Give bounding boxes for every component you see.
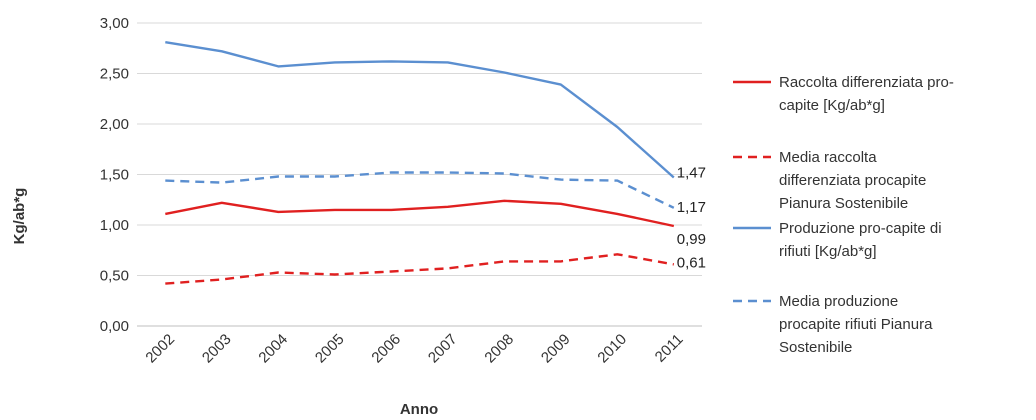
y-tick-label: 1,00: [100, 217, 129, 234]
legend-label: rifiuti [Kg/ab*g]: [779, 243, 877, 260]
y-tick-label: 0,00: [100, 318, 129, 335]
data-label: 0,61: [677, 254, 706, 271]
legend-label: capite [Kg/ab*g]: [779, 97, 885, 114]
legend-label: Sostenibile: [779, 339, 852, 356]
data-label: 1,47: [677, 165, 706, 182]
x-tick-label: 2006: [368, 331, 404, 367]
y-tick-label: 2,00: [100, 116, 129, 133]
x-tick-label: 2004: [255, 331, 291, 367]
end-data-labels: 0,99 0,61 1,47 1,17: [677, 165, 706, 272]
series-line: [165, 41, 675, 179]
y-tick-label: 2,50: [100, 66, 129, 83]
y-axis-ticks: 0,00 0,50 1,00 1,50 2,00 2,50 3,00: [100, 15, 129, 335]
series-line: [165, 171, 675, 209]
legend-label: Pianura Sostenibile: [779, 195, 908, 212]
x-tick-label: 2002: [142, 331, 178, 367]
x-tick-label: 2008: [481, 331, 517, 367]
gridlines: [137, 22, 702, 327]
series-line: [165, 199, 675, 228]
legend: Raccolta differenziata pro-capite [Kg/ab…: [733, 74, 954, 356]
legend-label: procapite rifiuti Pianura: [779, 316, 933, 333]
x-tick-label: 2007: [425, 331, 461, 367]
series-lines: [165, 41, 675, 285]
x-tick-label: 2009: [538, 331, 574, 367]
x-axis-ticks: 2002 2003 2004 2005 2006 2007 2008 2009 2010 2011: [142, 331, 686, 367]
data-label: 1,17: [677, 199, 706, 216]
legend-label: Produzione pro-capite di: [779, 220, 942, 237]
series-line: [165, 253, 675, 285]
y-tick-label: 1,50: [100, 167, 129, 184]
y-tick-label: 0,50: [100, 268, 129, 285]
legend-label: differenziata procapite: [779, 172, 926, 189]
legend-label: Media produzione: [779, 293, 898, 310]
x-axis-title: Anno: [400, 401, 438, 418]
x-tick-label: 2010: [594, 331, 630, 367]
legend-label: Raccolta differenziata pro-: [779, 74, 954, 91]
x-tick-label: 2011: [652, 331, 687, 366]
legend-label: Media raccolta: [779, 149, 877, 166]
y-axis-title: Kg/ab*g: [11, 188, 28, 245]
y-tick-label: 3,00: [100, 15, 129, 32]
data-label: 0,99: [677, 231, 706, 248]
x-tick-label: 2003: [199, 331, 235, 367]
x-tick-label: 2005: [312, 331, 348, 367]
